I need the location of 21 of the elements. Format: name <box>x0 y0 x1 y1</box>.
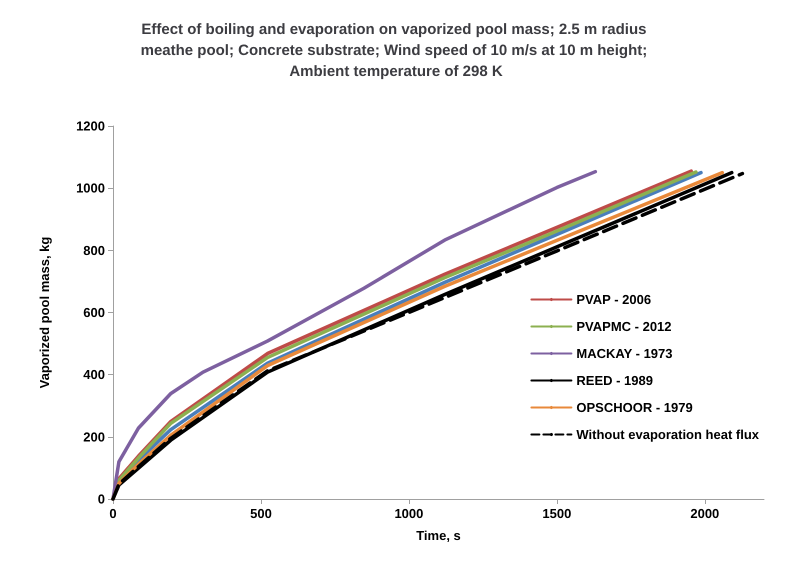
y-tick-label: 600 <box>83 305 105 320</box>
y-tick-label: 1000 <box>76 180 105 196</box>
x-tick-label: 500 <box>250 506 272 521</box>
y-tick-label: 200 <box>83 429 105 444</box>
legend-label: PVAPMC - 2012 <box>576 319 672 334</box>
y-tick-label: 0 <box>98 492 105 506</box>
y-tick-label: 400 <box>83 367 105 382</box>
x-tick-label: 0 <box>109 506 117 521</box>
x-tick-label: 1000 <box>394 506 424 521</box>
legend-label: MACKAY - 1973 <box>576 346 672 361</box>
chart-title: Effect of boiling and evaporation on vaporized pool mass; 2.5 m radius meathe pool; Concrete substrate; Wind speed of 10 m/s at 10 m height; Ambient temperature of 298 K <box>140 21 652 80</box>
x-axis-title: Time, s <box>416 528 461 543</box>
x-tick-label: 1500 <box>542 506 572 521</box>
x-tick-label: 2000 <box>690 506 720 521</box>
legend-label: PVAP - 2006 <box>576 292 652 307</box>
y-axis-title: Vaporized pool mass, kg <box>37 236 52 388</box>
legend-label: REED - 1989 <box>576 373 653 388</box>
y-tick-label: 1200 <box>76 118 105 134</box>
legend-label: OPSCHOOR - 1979 <box>576 400 693 415</box>
y-tick-label: 800 <box>83 242 105 258</box>
legend-label: Without evaporation heat flux <box>576 427 760 442</box>
